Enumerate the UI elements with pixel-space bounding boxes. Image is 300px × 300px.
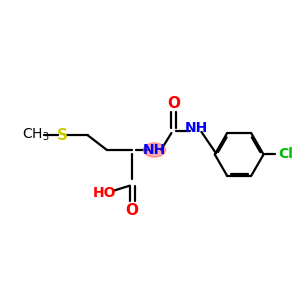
Text: NH: NH [184, 121, 208, 135]
Text: CH$_3$: CH$_3$ [22, 127, 50, 143]
Text: S: S [57, 128, 68, 142]
Text: O: O [167, 96, 180, 111]
Text: NH: NH [143, 143, 166, 157]
Text: Cl: Cl [278, 148, 293, 161]
Text: O: O [126, 202, 139, 217]
Ellipse shape [143, 143, 166, 157]
Text: HO: HO [93, 186, 116, 200]
